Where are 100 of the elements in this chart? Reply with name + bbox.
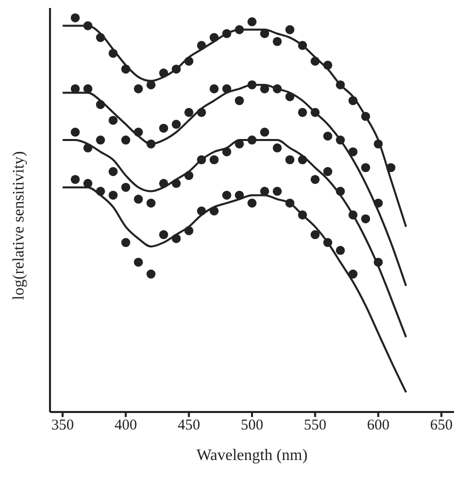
point [210,33,219,42]
point [172,234,181,244]
point [184,108,194,117]
point [298,108,308,117]
point [134,194,143,204]
point [247,198,257,208]
point [210,155,219,164]
point [196,155,206,164]
point [260,186,270,196]
point [196,108,206,117]
point [134,128,143,137]
point [234,190,244,200]
point [210,206,219,216]
point [83,143,92,152]
point [310,174,320,184]
point [108,48,118,58]
point [285,92,294,102]
point [96,136,106,145]
point [134,258,143,267]
point [172,64,181,74]
point [146,270,156,279]
point [272,143,282,152]
point [70,13,80,22]
point [172,120,181,129]
point [374,198,383,208]
point [386,163,396,172]
point [159,230,168,240]
point [374,139,383,148]
point [121,182,130,192]
point [121,64,130,74]
point [234,96,244,106]
point [348,210,358,220]
point [222,147,232,156]
point [310,230,320,240]
point [146,198,156,208]
point [96,100,106,110]
point [247,136,257,145]
point [121,136,130,145]
point [298,210,308,220]
point [70,128,80,137]
point [70,174,80,184]
point [310,108,320,117]
point [247,17,257,26]
point [336,246,345,255]
point [298,40,308,50]
x-tick-label: 600 [367,418,390,434]
point [234,25,244,34]
point [83,21,92,30]
point [272,84,282,94]
point [247,80,257,90]
point [108,116,118,125]
point [146,80,156,90]
point [222,84,232,94]
point [121,238,130,248]
x-tick-label: 350 [51,418,74,434]
point [146,139,156,148]
x-tick-label: 450 [178,418,200,434]
point [336,80,345,90]
point [96,33,106,42]
point [159,178,168,188]
point [348,96,358,106]
point [310,56,320,66]
point [83,178,92,188]
point [159,124,168,133]
point [184,56,194,66]
point [196,40,206,50]
point [134,84,143,94]
point [361,214,370,224]
point [96,186,106,196]
point [222,190,232,200]
point [172,178,181,188]
point [361,163,370,172]
point [272,36,282,46]
point [184,226,194,236]
point [336,136,345,145]
point [285,155,294,164]
point [210,84,219,94]
x-tick-label: 550 [304,418,326,434]
y-axis-title: log(relative sensitivity) [10,151,28,300]
point [336,186,345,196]
point [323,60,332,70]
point [108,167,118,176]
point [159,68,168,78]
point [272,186,282,196]
point [184,171,194,180]
x-tick-label: 650 [430,418,453,434]
point [196,206,206,216]
x-tick-label: 400 [114,418,137,434]
point [108,190,118,200]
point [323,167,332,176]
point [348,147,358,156]
point [374,258,383,267]
point [323,238,332,248]
point [323,132,332,141]
point [285,198,294,208]
point [285,25,294,34]
point [260,128,270,137]
point [83,84,92,94]
point [222,29,232,38]
x-tick-label: 500 [240,418,264,434]
